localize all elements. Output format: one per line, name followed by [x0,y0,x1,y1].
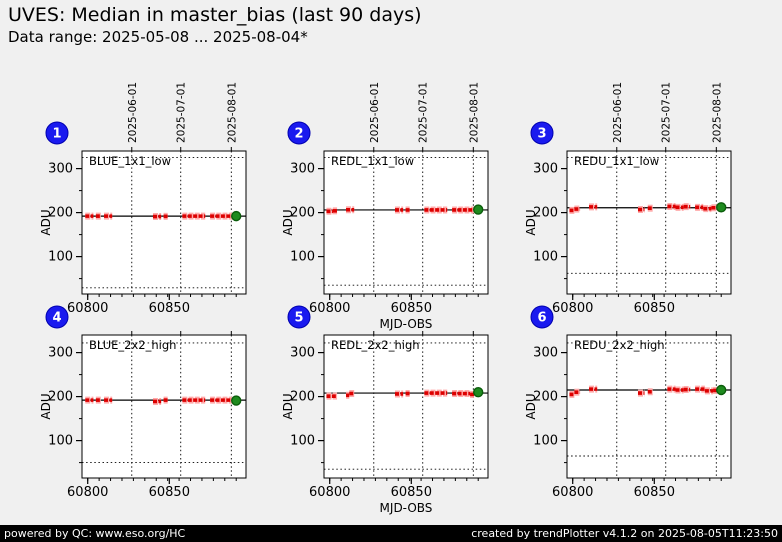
y-tick-label: 200 [48,206,73,221]
date-tick-label: 2025-07-01 [661,82,673,143]
date-tick-label: 2025-06-01 [612,82,624,143]
last-point-marker [716,202,727,213]
x-axis-label: MJD-OBS [380,317,433,331]
x-tick-label: 60850 [391,301,432,316]
page-header: UVES: Median in master_bias (last 90 day… [8,4,422,47]
date-tick-label: 2025-08-01 [468,82,480,143]
y-tick-label: 300 [533,346,558,361]
plot-area-REDL_1x1_low [323,150,489,295]
x-tick-label: 60800 [552,301,593,316]
plot-badge-number: 1 [52,127,61,142]
plot-area-REDU_1x1_low [566,150,732,295]
plot-area-REDL_2x2_high [323,334,489,479]
plot-badge [530,121,554,145]
plot-badge [287,305,311,329]
plot-badge-number: 6 [537,311,546,326]
plot-badge-number: 2 [294,127,303,142]
footer-powered-by: powered by QC: www.eso.org/HC [4,527,186,540]
plot-badge [45,305,69,329]
plot-title: REDL_2x2_high [331,338,420,352]
plot-area-BLUE_1x1_low [81,150,247,295]
plot-badge [530,305,554,329]
page-title: UVES: Median in master_bias (last 90 day… [8,4,422,26]
date-tick-label: 2025-07-01 [418,82,430,143]
y-axis-label: ADU [39,209,53,235]
last-point-marker [231,210,242,222]
y-tick-label: 200 [533,206,558,221]
y-tick-label: 200 [533,390,558,405]
y-tick-label: 100 [290,434,315,449]
plot-badge [45,121,69,145]
plot-area-BLUE_2x2_high [81,334,247,479]
date-tick-label: 2025-06-01 [369,82,381,143]
y-tick-label: 300 [290,346,315,361]
y-axis-label: ADU [524,209,538,235]
y-tick-label: 100 [48,434,73,449]
footer-bar: powered by QC: www.eso.org/HC created by… [0,525,782,542]
x-tick-label: 60850 [149,301,190,316]
y-axis-label: ADU [281,393,295,419]
y-tick-label: 300 [48,346,73,361]
y-tick-label: 300 [290,162,315,177]
y-tick-label: 200 [290,390,315,405]
y-tick-label: 200 [48,390,73,405]
last-point-marker [473,204,484,215]
plot-badge [287,121,311,145]
y-tick-label: 300 [533,162,558,177]
x-tick-label: 60800 [67,301,108,316]
date-tick-label: 2025-08-01 [711,82,723,143]
x-tick-label: 60850 [634,301,675,316]
plot-title: REDU_2x2_high [574,338,665,352]
x-tick-label: 60850 [634,485,675,500]
last-point-marker [473,387,484,398]
x-tick-label: 60800 [309,485,350,500]
y-tick-label: 300 [48,162,73,177]
y-tick-label: 100 [290,250,315,265]
y-axis-label: ADU [524,393,538,419]
data-range-subtitle: Data range: 2025-05-08 ... 2025-08-04* [8,27,308,46]
x-tick-label: 60850 [149,485,190,500]
plot-badge-number: 3 [537,127,546,142]
plot-title: BLUE_2x2_high [89,338,176,352]
date-tick-label: 2025-07-01 [176,82,188,143]
date-tick-label: 2025-06-01 [127,82,139,143]
y-tick-label: 100 [533,250,558,265]
plot-area-REDU_2x2_high [566,334,732,479]
plot-title: BLUE_1x1_low [89,154,171,168]
date-tick-label: 2025-08-01 [226,82,238,143]
plot-badge-number: 5 [294,311,303,326]
x-tick-label: 60800 [67,485,108,500]
plot-title: REDL_1x1_low [331,154,414,168]
y-tick-label: 200 [290,206,315,221]
plot-badge-number: 4 [52,311,61,326]
x-tick-label: 60800 [552,485,593,500]
y-tick-label: 100 [533,434,558,449]
y-axis-label: ADU [281,209,295,235]
last-point-marker [716,384,727,396]
y-tick-label: 100 [48,250,73,265]
plot-title: REDU_1x1_low [574,154,659,168]
x-tick-label: 60850 [391,485,432,500]
y-axis-label: ADU [39,393,53,419]
x-axis-label: MJD-OBS [380,501,433,515]
footer-created-by: created by trendPlotter v4.1.2 on 2025-0… [471,527,778,540]
last-point-marker [231,395,242,406]
x-tick-label: 60800 [309,301,350,316]
